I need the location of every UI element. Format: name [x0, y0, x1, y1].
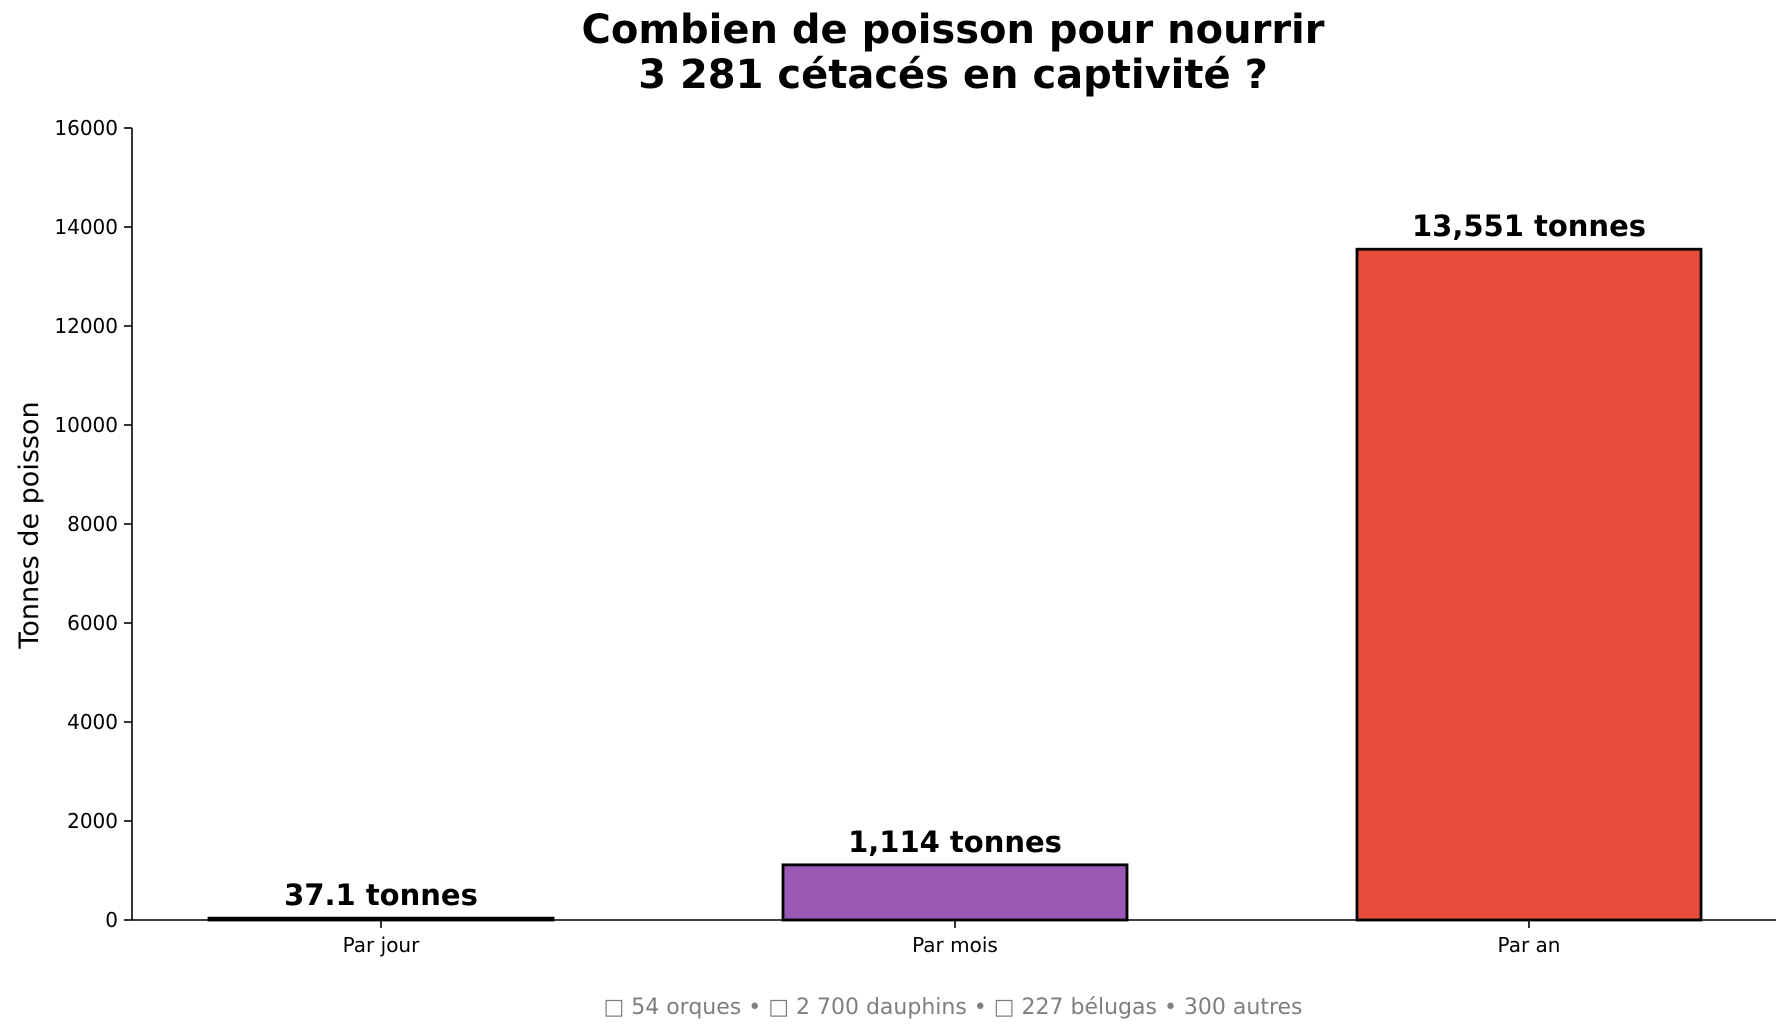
y-tick-label-3: 6000	[67, 611, 118, 635]
bar-value-label-2: 1,114 tonnes	[848, 825, 1062, 859]
chart-title-line-1: Combien de poisson pour nourrir	[582, 7, 1325, 53]
bar-value-label-3: 13,551 tonnes	[1412, 209, 1646, 243]
y-tick-label-2: 4000	[67, 710, 118, 734]
y-tick-label-4: 8000	[67, 512, 118, 536]
x-ticks-layer: Par jour Par mois Par an	[343, 920, 1561, 957]
y-tick-label-8: 16000	[54, 116, 118, 140]
footer-note: □ 54 orques • □ 2 700 dauphins • □ 227 b…	[603, 995, 1302, 1020]
x-tick-label-3: Par an	[1498, 933, 1561, 957]
bar-2	[781, 863, 1129, 922]
y-tick-label-7: 14000	[54, 215, 118, 239]
y-tick-label-5: 10000	[54, 413, 118, 437]
x-tick-label-2: Par mois	[912, 933, 998, 957]
y-tick-label-1: 2000	[67, 809, 118, 833]
y-tick-label-0: 0	[105, 908, 118, 932]
y-axis-label: Tonnes de poisson	[14, 401, 45, 649]
y-ticks-layer: 0 2000 4000 6000 8000 10000 12000 14000 16000	[54, 116, 132, 932]
bar-value-label-1: 37.1 tonnes	[284, 878, 478, 912]
bars-layer	[207, 247, 1703, 922]
bar-3	[1355, 247, 1703, 922]
x-tick-label-1: Par jour	[343, 933, 420, 957]
y-tick-label-6: 12000	[54, 314, 118, 338]
bar-labels-layer: 37.1 tonnes 1,114 tonnes 13,551 tonnes	[284, 209, 1646, 912]
chart-title-line-2: 3 281 cétacés en captivité ?	[638, 52, 1268, 98]
